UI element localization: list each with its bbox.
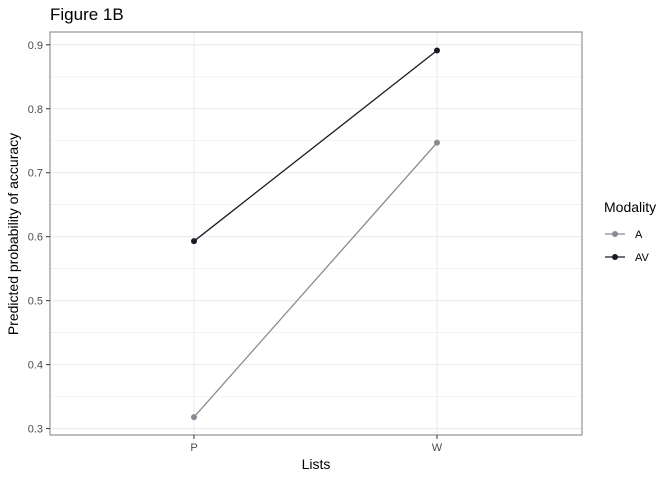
legend-key-point-av	[612, 254, 618, 260]
series-point-av	[191, 238, 197, 245]
x-tick-label: P	[190, 442, 197, 454]
y-tick-label: 0.3	[28, 424, 43, 436]
series-point-a	[191, 414, 197, 421]
series-layer	[191, 47, 440, 421]
series-point-av	[434, 47, 440, 54]
y-tick-label: 0.5	[28, 296, 43, 308]
legend-title: Modality	[604, 199, 656, 215]
y-tick-label: 0.8	[28, 104, 43, 116]
series-line-av	[193, 50, 438, 242]
x-tick-label: W	[432, 442, 443, 454]
axis-layer: 0.3 0.4 0.5 0.6 0.7 0.8 0.9 P W	[28, 40, 443, 454]
y-tick-label: 0.7	[28, 168, 43, 180]
y-tick-label: 0.6	[28, 232, 43, 244]
y-tick-label: 0.9	[28, 40, 43, 52]
legend-label-a: A	[635, 229, 643, 241]
panel-border	[49, 31, 583, 436]
chart-title: Figure 1B	[50, 5, 124, 24]
legend-key-point-a	[612, 231, 618, 237]
legend: Modality A AV	[604, 199, 656, 264]
series-line-a	[193, 142, 438, 418]
legend-label-av: AV	[635, 252, 650, 264]
series-point-a	[434, 139, 440, 146]
grid-layer	[50, 32, 582, 435]
y-axis-title: Predicted probability of accuracy	[5, 133, 21, 335]
x-axis-title: Lists	[302, 456, 331, 472]
y-tick-label: 0.4	[28, 360, 43, 372]
